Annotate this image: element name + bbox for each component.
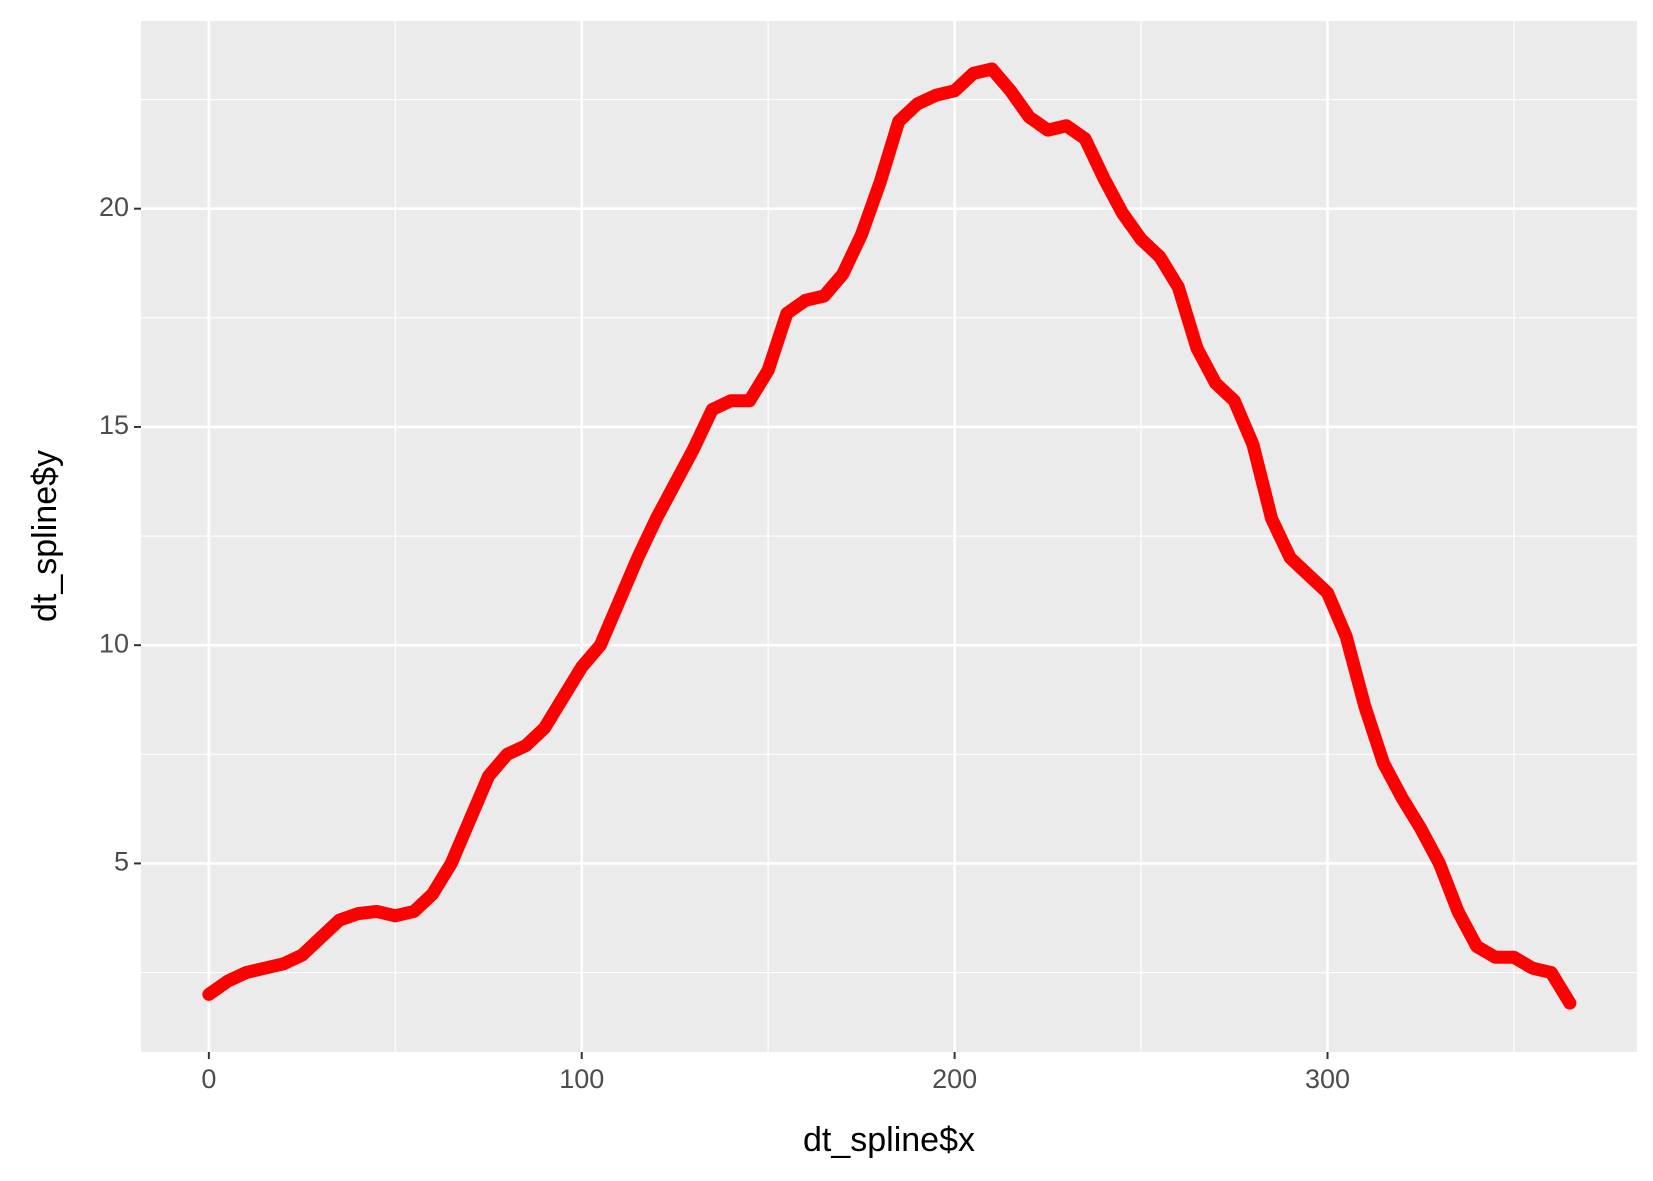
y-tick-label: 20 [99, 192, 129, 222]
x-tick-label: 0 [201, 1064, 216, 1094]
x-tick-label: 300 [1305, 1064, 1350, 1094]
y-tick-label: 15 [99, 410, 129, 440]
x-axis-title: dt_spline$x [803, 1121, 975, 1159]
x-tick-label: 200 [932, 1064, 977, 1094]
x-tick-label: 100 [559, 1064, 604, 1094]
y-tick-label: 10 [99, 628, 129, 658]
y-axis-title: dt_spline$y [26, 450, 64, 622]
data-line [202, 62, 1577, 1010]
y-tick-label: 5 [114, 847, 129, 877]
